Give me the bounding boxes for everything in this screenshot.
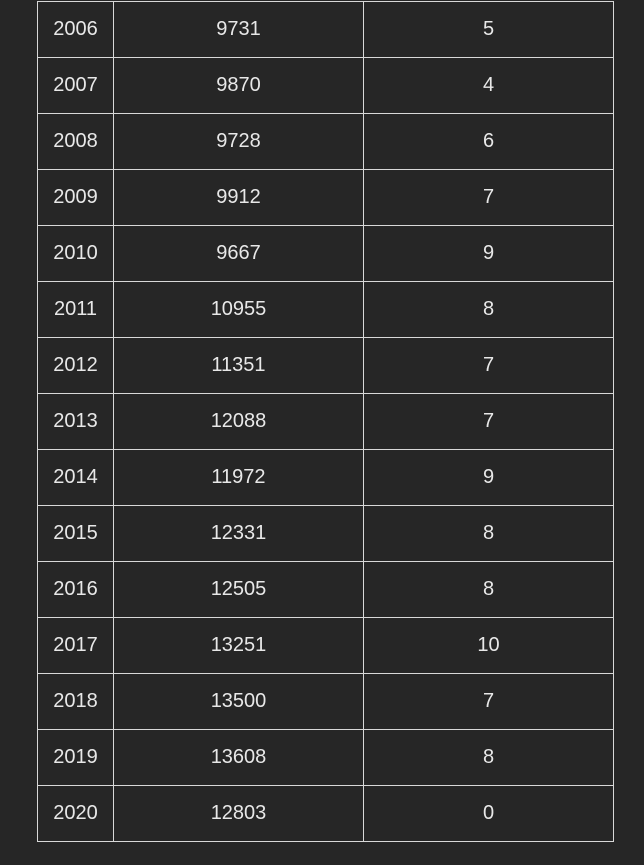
year-cell: 2014: [37, 449, 114, 506]
count-cell: 10: [363, 617, 614, 674]
count-cell: 8: [363, 729, 614, 786]
table-row: 2017 13251 10: [37, 617, 614, 674]
year-cell: 2019: [37, 729, 114, 786]
table-body: 2006 9731 5 2007 9870 4 2008 9728 6 2009…: [37, 1, 614, 842]
value-cell: 13608: [113, 729, 364, 786]
table-row: 2011 10955 8: [37, 281, 614, 338]
table-row: 2006 9731 5: [37, 1, 614, 58]
table-row: 2014 11972 9: [37, 449, 614, 506]
year-cell: 2006: [37, 1, 114, 58]
table-row: 2016 12505 8: [37, 561, 614, 618]
table-row: 2018 13500 7: [37, 673, 614, 730]
value-cell: 12331: [113, 505, 364, 562]
value-cell: 9728: [113, 113, 364, 170]
year-cell: 2010: [37, 225, 114, 282]
value-cell: 9870: [113, 57, 364, 114]
count-cell: 4: [363, 57, 614, 114]
value-cell: 9912: [113, 169, 364, 226]
count-cell: 0: [363, 785, 614, 842]
count-cell: 6: [363, 113, 614, 170]
year-cell: 2016: [37, 561, 114, 618]
year-cell: 2018: [37, 673, 114, 730]
value-cell: 13251: [113, 617, 364, 674]
count-cell: 9: [363, 449, 614, 506]
count-cell: 7: [363, 337, 614, 394]
count-cell: 7: [363, 169, 614, 226]
count-cell: 7: [363, 673, 614, 730]
data-table: 2006 9731 5 2007 9870 4 2008 9728 6 2009…: [37, 1, 614, 842]
value-cell: 11351: [113, 337, 364, 394]
year-cell: 2012: [37, 337, 114, 394]
value-cell: 13500: [113, 673, 364, 730]
value-cell: 12505: [113, 561, 364, 618]
value-cell: 12803: [113, 785, 364, 842]
count-cell: 8: [363, 561, 614, 618]
year-cell: 2013: [37, 393, 114, 450]
table-row: 2020 12803 0: [37, 785, 614, 842]
year-cell: 2020: [37, 785, 114, 842]
year-cell: 2011: [37, 281, 114, 338]
data-table-container: 2006 9731 5 2007 9870 4 2008 9728 6 2009…: [37, 1, 614, 842]
table-row: 2007 9870 4: [37, 57, 614, 114]
table-row: 2012 11351 7: [37, 337, 614, 394]
table-row: 2010 9667 9: [37, 225, 614, 282]
table-row: 2008 9728 6: [37, 113, 614, 170]
count-cell: 9: [363, 225, 614, 282]
year-cell: 2017: [37, 617, 114, 674]
year-cell: 2008: [37, 113, 114, 170]
year-cell: 2009: [37, 169, 114, 226]
value-cell: 9667: [113, 225, 364, 282]
value-cell: 9731: [113, 1, 364, 58]
year-cell: 2007: [37, 57, 114, 114]
value-cell: 12088: [113, 393, 364, 450]
year-cell: 2015: [37, 505, 114, 562]
table-row: 2015 12331 8: [37, 505, 614, 562]
value-cell: 11972: [113, 449, 364, 506]
table-row: 2019 13608 8: [37, 729, 614, 786]
table-row: 2009 9912 7: [37, 169, 614, 226]
value-cell: 10955: [113, 281, 364, 338]
count-cell: 5: [363, 1, 614, 58]
count-cell: 8: [363, 281, 614, 338]
count-cell: 8: [363, 505, 614, 562]
table-row: 2013 12088 7: [37, 393, 614, 450]
count-cell: 7: [363, 393, 614, 450]
